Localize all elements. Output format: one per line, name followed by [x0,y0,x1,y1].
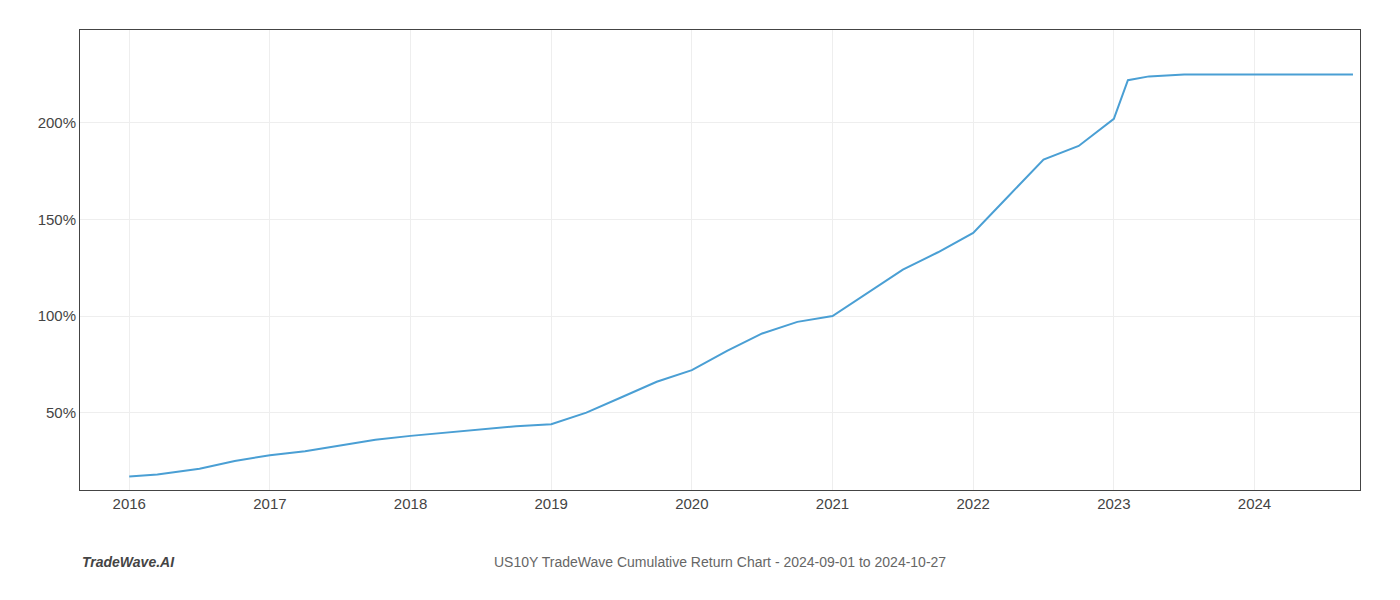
svg-text:TradeWave.AI: TradeWave.AI [82,554,175,570]
svg-text:150%: 150% [38,211,76,228]
svg-text:100%: 100% [38,307,76,324]
svg-text:2024: 2024 [1238,495,1271,512]
svg-text:2020: 2020 [675,495,708,512]
svg-text:2022: 2022 [957,495,990,512]
svg-text:2023: 2023 [1097,495,1130,512]
svg-text:50%: 50% [46,404,76,421]
svg-text:2021: 2021 [816,495,849,512]
svg-text:2016: 2016 [113,495,146,512]
svg-text:2017: 2017 [253,495,286,512]
svg-text:2018: 2018 [394,495,427,512]
svg-text:200%: 200% [38,114,76,131]
svg-text:US10Y TradeWave Cumulative Ret: US10Y TradeWave Cumulative Return Chart … [494,554,946,570]
svg-text:2019: 2019 [535,495,568,512]
